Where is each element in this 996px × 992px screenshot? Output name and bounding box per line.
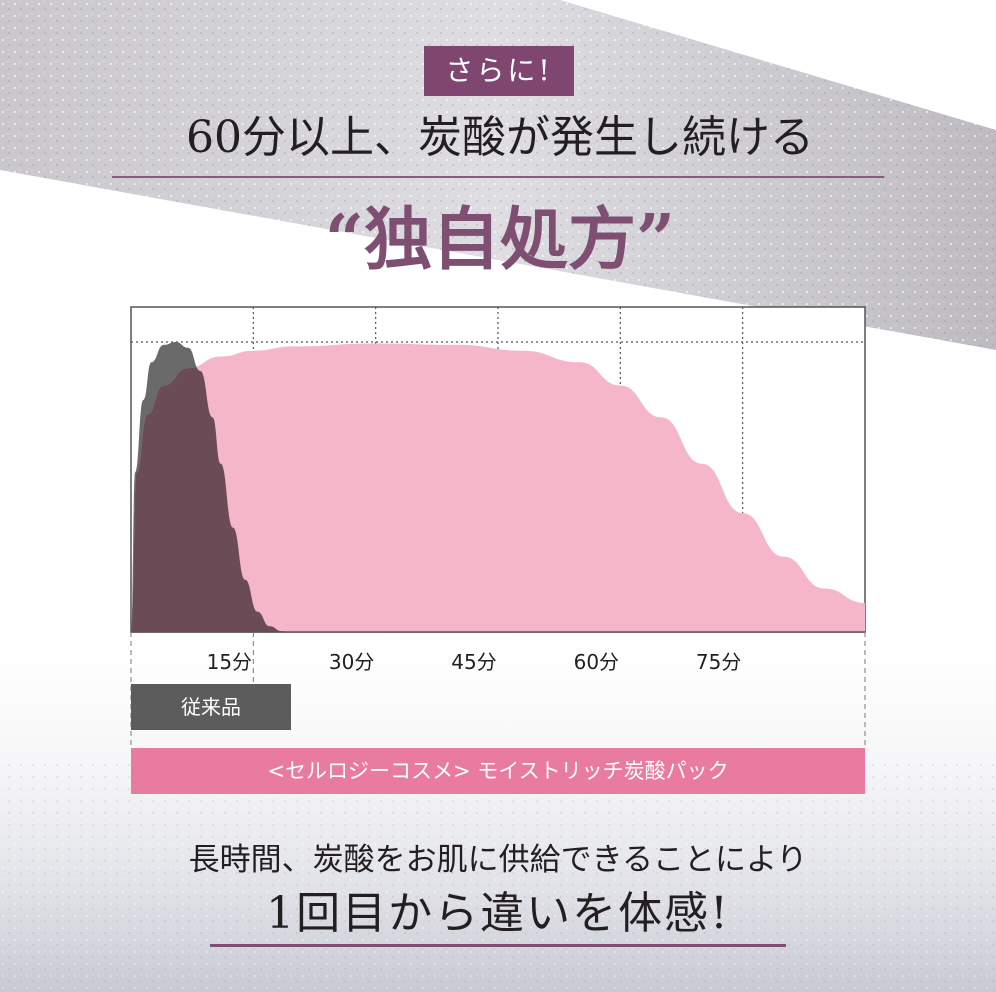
emphasis-text: 1回目から違いを体感! (266, 888, 730, 939)
caption: 長時間、炭酸をお肌に供給できることにより (188, 842, 808, 878)
x-tick-label: 15分 (206, 650, 253, 674)
headline-underline (112, 176, 884, 178)
area-product (131, 343, 865, 632)
chart-areas (131, 342, 865, 632)
highlight-title: “独自処方” (324, 200, 676, 280)
legend-conventional: 従来品 (131, 684, 291, 730)
x-tick-label: 60分 (573, 650, 620, 674)
x-tick-label: 30分 (328, 650, 375, 674)
emphasis-underline (210, 944, 786, 947)
headline: 60分以上、炭酸が発生し続ける (186, 112, 814, 163)
badge: さらに! (424, 46, 574, 96)
legend-product: <セルロジーコスメ> モイストリッチ炭酸パック (131, 748, 865, 794)
x-tick-label: 75分 (695, 650, 742, 674)
x-tick-label: 45分 (451, 650, 497, 674)
